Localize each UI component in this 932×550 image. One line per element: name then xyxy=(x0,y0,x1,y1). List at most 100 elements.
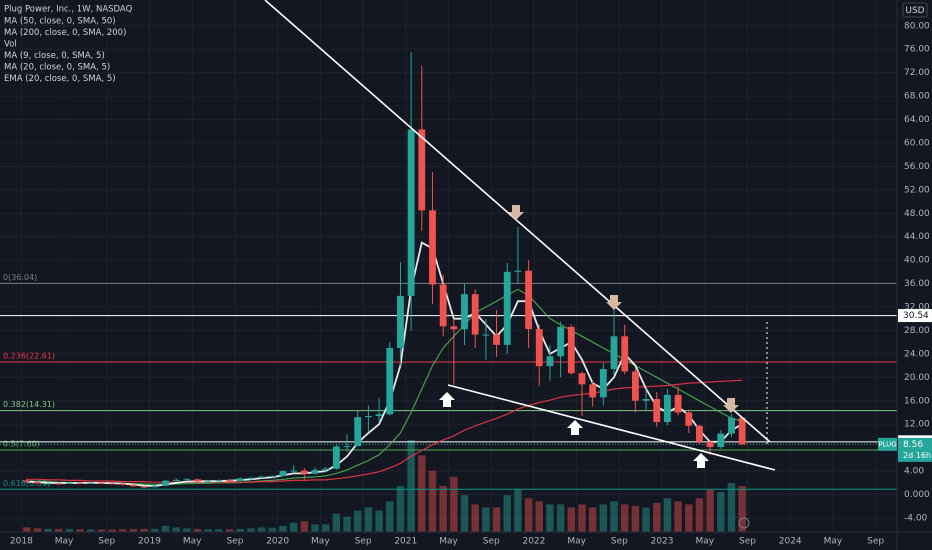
legend-entry: MA (50, close, 0, SMA, 50) xyxy=(4,17,116,27)
candle-body xyxy=(685,412,693,426)
candle-body xyxy=(247,477,255,479)
candle-body xyxy=(397,295,404,349)
volume-bar xyxy=(471,504,479,532)
volume-bar xyxy=(482,507,490,532)
fib-label: 0.618(0.89) xyxy=(3,479,50,488)
candle-body xyxy=(194,479,201,482)
candle-body xyxy=(215,480,223,482)
candle-body xyxy=(108,483,116,485)
candle-body xyxy=(44,483,52,485)
y-tick-label: 12.00 xyxy=(904,420,930,430)
volume-bar xyxy=(108,529,116,532)
x-tick-label: Sep xyxy=(867,537,884,547)
volume-bar xyxy=(524,498,533,532)
volume-bar xyxy=(54,528,63,532)
volume-bar xyxy=(514,489,522,532)
candle-body xyxy=(717,433,725,448)
volume-bar xyxy=(652,502,661,532)
volume-bar xyxy=(279,525,287,532)
y-tick-label: 52.00 xyxy=(904,185,930,195)
y-tick-label: 4.00 xyxy=(904,467,924,477)
candle-body xyxy=(728,417,735,434)
axes: 80.00 76.00 72.00 68.00 64.00 60.00 56.00 52.00… xyxy=(10,21,932,547)
volume-bar xyxy=(450,476,458,532)
candle-body xyxy=(23,480,31,482)
candle-body xyxy=(375,414,383,416)
countdown: 2d 16h xyxy=(903,451,931,460)
fib-label: 0.236(22.61) xyxy=(3,352,55,361)
price-line-label: 30.54 xyxy=(903,311,929,321)
legend-title: Plug Power, Inc., 1W, NASDAQ xyxy=(4,5,133,15)
arrows xyxy=(508,205,739,413)
volume-bar xyxy=(321,524,330,532)
candle-body xyxy=(557,326,565,357)
candle-body xyxy=(621,336,629,372)
lower-trendline xyxy=(447,384,776,471)
volume-bar xyxy=(22,527,31,532)
volume-bar xyxy=(610,501,618,532)
volume-bar xyxy=(407,440,415,532)
volume-bar xyxy=(119,529,127,532)
volume-bar xyxy=(311,524,319,532)
y-tick-label: 36.00 xyxy=(904,279,930,289)
y-tick-label: 76.00 xyxy=(904,45,930,55)
candle-body xyxy=(204,481,212,483)
candle-body xyxy=(471,294,479,335)
legend-entry: MA (9, close, 0, SMA, 5) xyxy=(4,51,105,61)
legend-entry: EMA (20, close, 0, SMA, 5) xyxy=(4,74,116,84)
volume-bar xyxy=(76,529,84,532)
volume-bar xyxy=(247,528,255,532)
volume-bar xyxy=(546,504,554,532)
fib-label: 0.382(14.31) xyxy=(3,400,55,409)
x-tick-label: 2022 xyxy=(522,537,545,547)
candle-body xyxy=(364,415,372,418)
candle-body xyxy=(236,478,244,482)
volume-bar xyxy=(375,510,383,532)
legend-entry: MA (200, close, 0, SMA, 200) xyxy=(4,28,126,38)
candle-body xyxy=(429,210,436,285)
volume-bar xyxy=(492,507,501,532)
candle-body xyxy=(535,329,543,367)
symbol-label: PLUG xyxy=(878,440,896,448)
up-arrow xyxy=(693,453,709,468)
y-tick-label: 0.000 xyxy=(904,490,930,500)
volume-bar xyxy=(706,489,714,532)
x-tick-label: May xyxy=(824,537,843,547)
up-arrow xyxy=(439,392,455,407)
candle-body xyxy=(258,476,266,478)
volume-bar xyxy=(599,504,608,532)
candle-body xyxy=(268,475,276,477)
y-tick-label: 16.00 xyxy=(904,396,930,406)
candle-body xyxy=(450,326,458,330)
y-tick-label: 40.00 xyxy=(904,256,930,266)
down-arrow xyxy=(606,295,622,310)
y-tick-label: -4.00 xyxy=(904,513,928,523)
candle-body xyxy=(706,441,714,448)
volume-bar xyxy=(193,528,202,532)
candle-body xyxy=(55,483,63,485)
candle-body xyxy=(162,480,169,486)
candle-body xyxy=(290,470,298,472)
x-tick-label: Sep xyxy=(226,537,243,547)
volume-bar xyxy=(460,495,469,532)
volume-bar xyxy=(268,527,277,532)
volume-bar xyxy=(439,486,447,532)
volume-bar xyxy=(236,528,245,532)
candle-body xyxy=(130,484,137,487)
volume-bar xyxy=(183,528,191,532)
volume-bar xyxy=(738,486,746,532)
volume-bar xyxy=(396,486,405,532)
upper-trendline xyxy=(264,0,771,443)
candle-body xyxy=(98,482,105,484)
volume-bar xyxy=(620,504,629,532)
volume-bar xyxy=(631,505,640,532)
x-tick-label: 2023 xyxy=(651,537,674,547)
candle-body xyxy=(482,334,490,336)
last-price-box xyxy=(898,437,932,462)
candle-body xyxy=(493,334,500,345)
volume-bar xyxy=(225,529,234,532)
last-price-label: 8.56 xyxy=(903,440,923,450)
candle-body xyxy=(642,399,650,401)
